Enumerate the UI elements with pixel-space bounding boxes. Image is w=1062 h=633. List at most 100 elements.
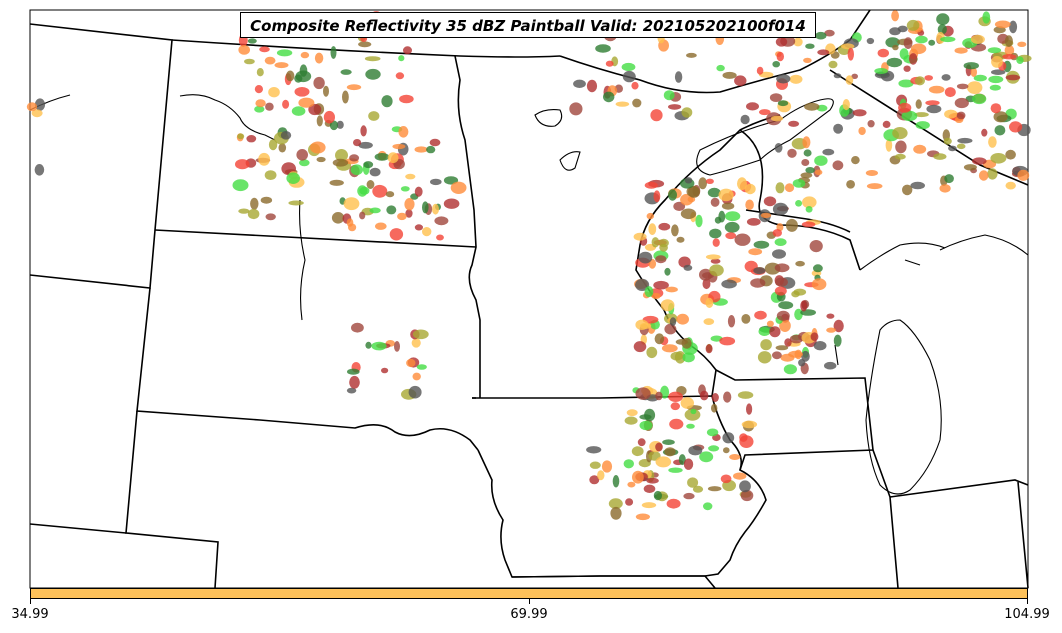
paintball-cell: [646, 477, 659, 484]
paintball-cell: [801, 159, 810, 166]
paintball-cell: [926, 104, 942, 114]
paintball-cell: [711, 393, 719, 402]
paintball-cell: [300, 51, 310, 59]
paintball-cell: [721, 279, 737, 289]
paintball-cell: [789, 74, 803, 84]
paintball-cell: [970, 67, 977, 77]
paintball-cell: [815, 31, 827, 40]
paintball-cell: [686, 52, 697, 58]
paintball-cell: [1005, 74, 1021, 81]
paintball-cell: [398, 55, 405, 62]
paintball-cell: [668, 467, 683, 473]
paintball-cell: [394, 341, 400, 352]
paintball-cell: [330, 46, 337, 59]
paintball-cell: [403, 46, 412, 55]
paintball-cell: [772, 351, 782, 360]
paintball-cell: [608, 498, 623, 509]
paintball-cell: [774, 263, 790, 273]
paintball-cell: [397, 212, 407, 221]
paintball-cell: [1002, 54, 1017, 60]
paintball-cell: [822, 148, 835, 156]
paintball-cell: [973, 74, 987, 82]
paintball-cell: [654, 333, 665, 345]
paintball-cell: [349, 375, 360, 389]
paintball-cell: [404, 198, 415, 211]
paintball-cell: [589, 461, 601, 469]
paintball-cell: [826, 313, 835, 319]
paintball-cell: [937, 24, 947, 35]
paintball-cell: [710, 258, 721, 264]
paintball-cell: [612, 475, 620, 488]
paintball-cell: [429, 138, 441, 147]
paintball-cell: [443, 198, 460, 209]
paintball-cell: [910, 181, 925, 190]
paintball-cell: [972, 93, 987, 105]
paintball-cell: [737, 391, 754, 399]
paintball-cell: [990, 153, 1007, 164]
paintball-cell: [368, 111, 380, 121]
colorbar-label-min: 34.99: [11, 607, 49, 622]
paintball-cell: [662, 439, 675, 446]
paintball-cell: [34, 98, 46, 111]
paintball-cell: [346, 387, 357, 394]
paintball-cell: [833, 73, 842, 79]
paintball-cell: [972, 157, 987, 165]
paintball-cell: [805, 167, 815, 174]
paintball-cell: [247, 38, 257, 44]
paintball-cell: [892, 44, 899, 51]
paintball-cell: [637, 438, 646, 447]
paintball-cell: [375, 222, 387, 230]
paintball-cell: [982, 11, 991, 24]
paintball-cell: [925, 100, 940, 106]
paintball-cell: [803, 149, 812, 157]
paintball-cell: [705, 297, 714, 308]
paintball-cell: [348, 223, 357, 232]
paintball-cell: [408, 385, 422, 399]
paintball-cell: [615, 101, 630, 107]
paintball-cell: [709, 264, 724, 277]
paintball-cell: [898, 79, 914, 88]
paintball-cell: [758, 327, 771, 336]
paintball-cell: [891, 10, 899, 22]
paintball-cell: [573, 79, 586, 89]
paintball-cell: [308, 103, 322, 116]
paintball-cell: [683, 458, 694, 470]
paintball-cell: [954, 47, 968, 54]
paintball-cell: [991, 56, 1003, 68]
paintball-cell: [1017, 169, 1030, 181]
paintball-cell: [981, 128, 988, 137]
paintball-cell: [851, 156, 860, 165]
paintball-cell: [366, 180, 375, 189]
paintball-cell: [733, 472, 747, 480]
paintball-cell: [718, 188, 734, 202]
paintball-cell: [406, 358, 416, 368]
paintball-cell: [280, 131, 292, 140]
paintball-cell: [349, 154, 360, 162]
paintball-cell: [914, 112, 929, 118]
paintball-cell: [323, 110, 335, 124]
paintball-cell: [754, 310, 767, 320]
paintball-cell: [775, 345, 789, 351]
paintball-cell: [644, 181, 658, 189]
paintball-cell: [744, 183, 756, 195]
paintball-cell: [707, 486, 722, 492]
paintball-cell: [436, 234, 444, 241]
paintball-cell: [358, 141, 373, 149]
paintball-cell: [705, 344, 713, 354]
paintball-cell: [714, 216, 722, 224]
paintball-cell: [740, 114, 750, 125]
paintball-cell: [914, 76, 926, 86]
paintball-cell: [294, 87, 310, 97]
paintball-cell: [716, 64, 725, 72]
paintball-cell: [395, 72, 405, 80]
paintball-cell: [967, 81, 983, 94]
paintball-cell: [246, 135, 257, 143]
paintball-cell: [941, 74, 951, 81]
paintball-cell: [709, 228, 722, 239]
paintball-cell: [915, 99, 922, 109]
paintball-cell: [655, 456, 672, 468]
paintball-cell: [851, 73, 858, 80]
paintball-cell: [597, 470, 605, 481]
paintball-cell: [956, 143, 966, 150]
paintball-cell: [623, 459, 634, 469]
